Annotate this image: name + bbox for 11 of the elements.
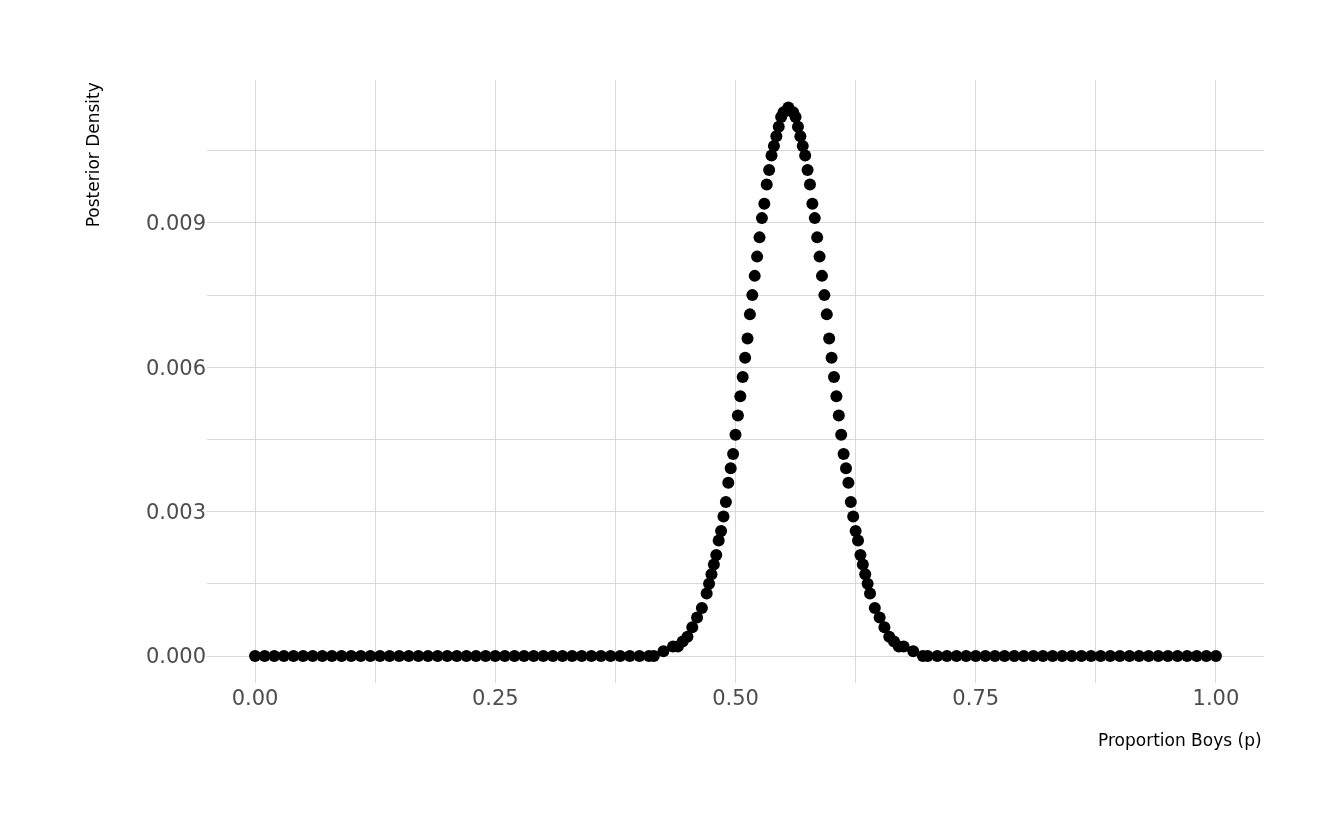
x-axis-title: Proportion Boys (p) — [1098, 730, 1262, 750]
y-axis-title: Posterior Density — [83, 82, 104, 228]
x-tick-label: 1.00 — [1192, 686, 1240, 710]
x-tick-label: 0.75 — [952, 686, 1000, 710]
y-tick-label: 0.009 — [145, 211, 206, 236]
x-tick-label: 0.00 — [231, 686, 279, 710]
y-tick-label: 0.003 — [145, 500, 206, 525]
y-tick-label: 0.000 — [145, 644, 206, 669]
x-tick-label: 0.25 — [471, 686, 519, 710]
x-tick-label: 0.50 — [712, 686, 759, 710]
y-tick-label: 0.006 — [145, 355, 206, 380]
